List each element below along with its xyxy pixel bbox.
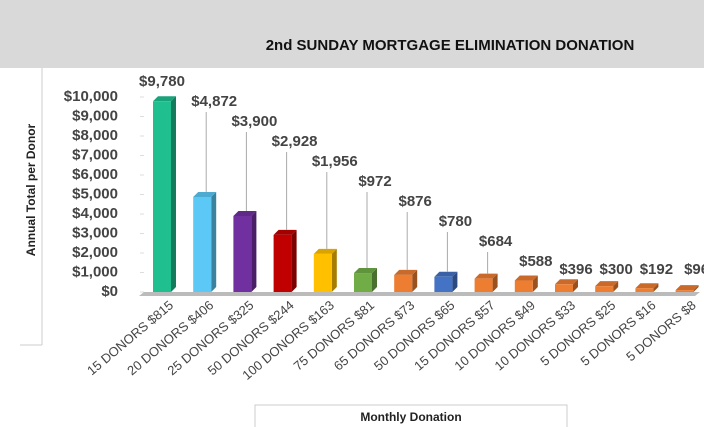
y-axis-label: Annual Total per Donor <box>24 123 38 256</box>
data-label: $96 <box>684 261 704 278</box>
bar <box>394 274 413 292</box>
bar-side <box>693 285 699 292</box>
bar <box>233 215 252 292</box>
bar <box>514 280 533 292</box>
bar-top <box>434 271 458 277</box>
bar-side <box>452 271 458 292</box>
chart-title: 2nd SUNDAY MORTGAGE ELIMINATION DONATION <box>266 37 635 54</box>
bar-top <box>474 273 498 279</box>
bar-top <box>555 279 578 285</box>
y-tick-label: $9,000 <box>72 107 118 124</box>
data-label: $588 <box>519 253 552 270</box>
x-axis-label: Monthly Donation <box>360 410 461 424</box>
bar <box>273 234 292 292</box>
x-tick-label: 5 DONORS $8 <box>623 297 699 364</box>
bar-side <box>492 273 498 292</box>
data-label: $396 <box>559 261 592 278</box>
bar-side <box>532 275 538 292</box>
data-label: $780 <box>439 213 472 230</box>
bar-top <box>233 210 257 216</box>
bar-top <box>273 229 297 235</box>
bar-side <box>412 269 418 292</box>
bar-top <box>394 269 418 275</box>
bar-top <box>595 281 619 287</box>
data-label: $192 <box>640 261 673 278</box>
bar <box>595 286 614 292</box>
bar-top <box>313 248 337 254</box>
bar <box>153 101 171 292</box>
bar <box>193 196 212 292</box>
data-label: $684 <box>479 233 513 250</box>
y-tick-label: $0 <box>101 283 118 300</box>
data-label: $300 <box>600 261 633 278</box>
bar <box>434 276 453 292</box>
y-tick-label: $6,000 <box>72 166 118 183</box>
bar-side <box>653 283 659 292</box>
bar-side <box>613 281 619 292</box>
bar <box>555 284 573 292</box>
data-label: $4,872 <box>191 93 237 110</box>
y-tick-label: $7,000 <box>72 146 118 163</box>
bar-side <box>171 96 176 292</box>
bar <box>313 253 332 292</box>
header-band <box>0 0 704 68</box>
data-label: $3,900 <box>231 113 277 130</box>
bar-top <box>675 285 699 291</box>
data-label: $972 <box>358 173 391 190</box>
bar-side <box>291 229 297 292</box>
bar-side <box>211 191 217 292</box>
y-tick-label: $3,000 <box>72 224 118 241</box>
y-tick-label: $1,000 <box>72 263 118 280</box>
data-label: $1,956 <box>312 153 358 170</box>
bar-side <box>372 268 377 292</box>
y-tick-label: $10,000 <box>64 88 118 105</box>
floor <box>139 292 700 296</box>
bar <box>354 273 372 292</box>
bar-top <box>153 96 176 102</box>
y-tick-label: $5,000 <box>72 185 118 202</box>
bar-top <box>635 283 659 289</box>
bar-side <box>331 248 337 292</box>
data-label: $9,780 <box>139 73 185 90</box>
data-label: $2,928 <box>272 133 318 150</box>
bar <box>635 288 654 292</box>
bar <box>675 290 694 292</box>
data-label: $876 <box>399 193 432 210</box>
bar-top <box>514 275 538 281</box>
y-tick-label: $8,000 <box>72 127 118 144</box>
bar-side <box>573 279 578 292</box>
bar-side <box>251 210 257 292</box>
y-tick-label: $2,000 <box>72 244 118 261</box>
x-label-box <box>254 404 568 427</box>
bar-top <box>354 268 377 274</box>
bar <box>474 278 493 292</box>
y-tick-label: $4,000 <box>72 205 118 222</box>
bar-top <box>193 191 217 197</box>
